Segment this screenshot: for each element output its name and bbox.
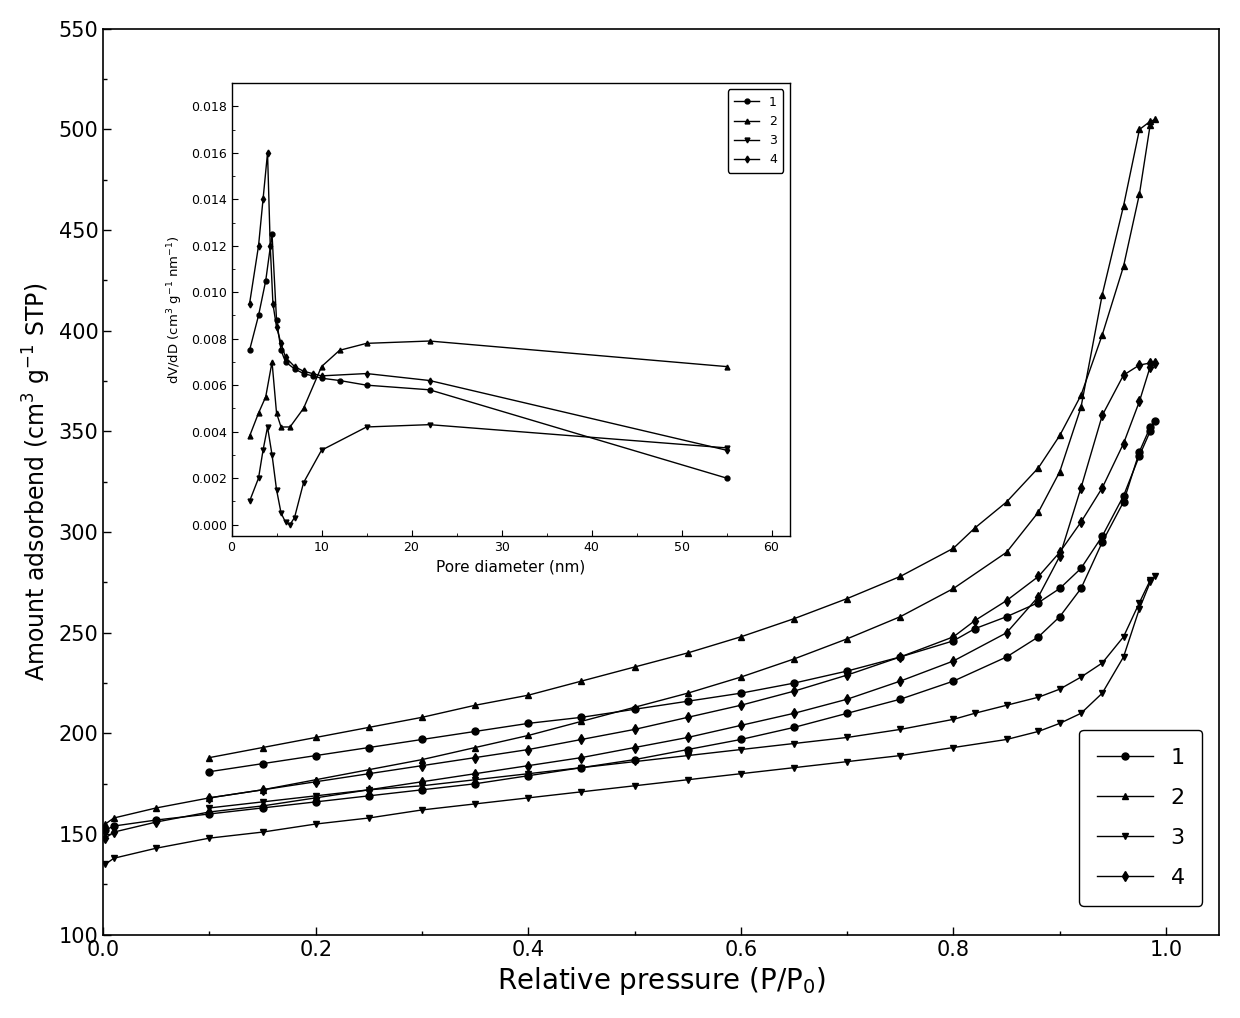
Legend: 1, 2, 3, 4: 1, 2, 3, 4 — [1080, 730, 1203, 906]
X-axis label: Relative pressure (P/P$_0$): Relative pressure (P/P$_0$) — [496, 965, 826, 998]
Y-axis label: Amount adsorbend (cm$^3$ g$^{-1}$ STP): Amount adsorbend (cm$^3$ g$^{-1}$ STP) — [21, 283, 53, 681]
